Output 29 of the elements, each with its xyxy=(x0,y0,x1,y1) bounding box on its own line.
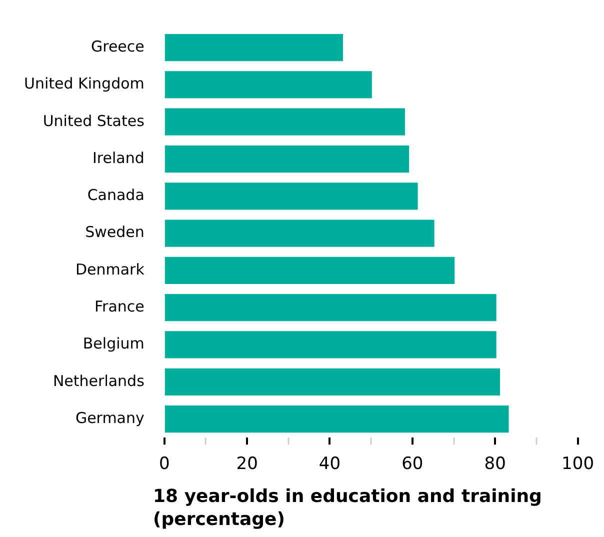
bar xyxy=(164,34,343,62)
y-tick-label: Ireland xyxy=(92,148,144,167)
y-tick-label: Netherlands xyxy=(52,372,145,390)
bar xyxy=(164,71,372,98)
bar xyxy=(164,368,500,396)
x-tick-label: 80 xyxy=(484,454,506,474)
bar xyxy=(164,220,434,247)
bar xyxy=(164,331,496,358)
bar xyxy=(164,294,496,322)
y-tick-label: Sweden xyxy=(85,223,144,242)
bar xyxy=(164,108,405,136)
y-tick-label: France xyxy=(94,297,144,316)
y-tick-label: Belgium xyxy=(82,334,144,353)
y-tick-label: United States xyxy=(42,112,145,130)
y-tick-label: United Kingdom xyxy=(24,74,144,93)
x-tick-label: 60 xyxy=(402,454,424,474)
y-tick-label: Denmark xyxy=(75,260,145,278)
bar xyxy=(164,145,410,173)
y-tick-label: Greece xyxy=(90,37,144,56)
y-tick-label: Germany xyxy=(75,408,145,427)
bar xyxy=(164,256,455,284)
x-axis-title: 18 year-olds in education and training (percentage) xyxy=(153,485,543,531)
x-tick-label: 20 xyxy=(236,454,258,474)
y-tick-label: Canada xyxy=(87,186,144,204)
bar xyxy=(164,405,509,433)
x-tick-label: 0 xyxy=(158,454,170,474)
x-tick-label: 100 xyxy=(562,454,594,474)
x-tick-label: 40 xyxy=(318,454,341,474)
bar xyxy=(164,182,418,210)
